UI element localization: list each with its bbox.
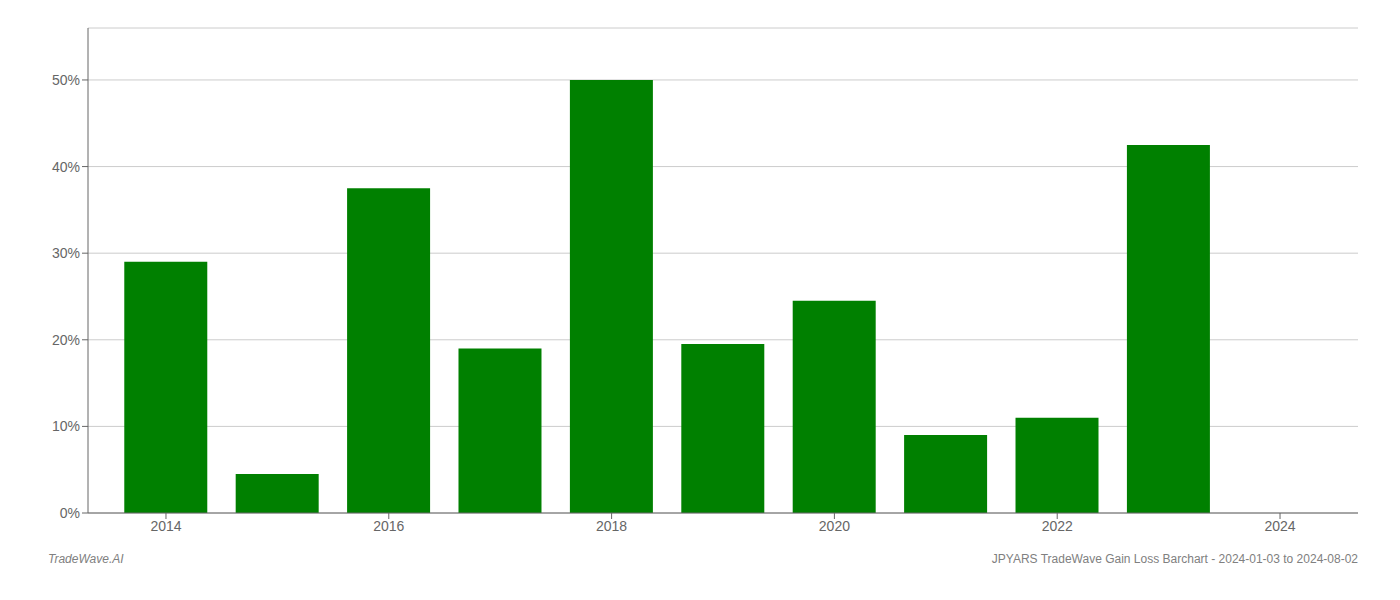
svg-text:2020: 2020 <box>819 518 850 534</box>
svg-text:2018: 2018 <box>596 518 627 534</box>
svg-text:20%: 20% <box>52 332 80 348</box>
svg-text:10%: 10% <box>52 418 80 434</box>
svg-text:50%: 50% <box>52 72 80 88</box>
svg-text:0%: 0% <box>60 505 80 521</box>
svg-text:2024: 2024 <box>1264 518 1295 534</box>
svg-text:2022: 2022 <box>1042 518 1073 534</box>
svg-text:30%: 30% <box>52 245 80 261</box>
html-text:TradeWave.AI: TradeWave.AI <box>48 552 124 566</box>
svg-text:2016: 2016 <box>373 518 404 534</box>
svg-text:2014: 2014 <box>150 518 181 534</box>
svg-text:40%: 40% <box>52 159 80 175</box>
html-text:JPYARS TradeWave Gain Loss Bar: JPYARS TradeWave Gain Loss Barchart - 20… <box>991 552 1358 566</box>
